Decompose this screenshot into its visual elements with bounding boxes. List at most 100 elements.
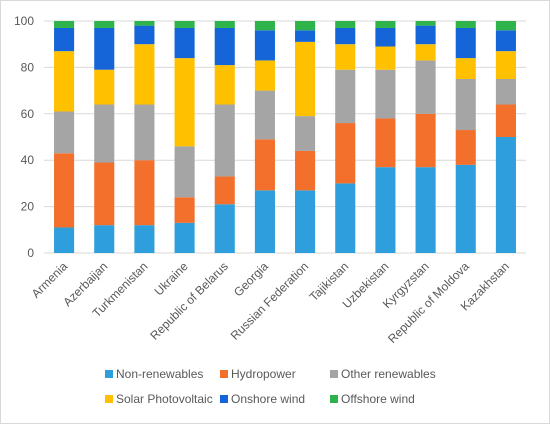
legend-label: Hydropower (231, 367, 296, 381)
bar-segment (295, 30, 316, 42)
bar-segment (94, 27, 115, 70)
bar-segment (254, 139, 275, 191)
bar-segment (134, 21, 155, 26)
bar-segment (54, 227, 75, 253)
bar-segment (415, 167, 436, 253)
bar-segment (174, 27, 195, 59)
bar-segment (94, 69, 115, 105)
y-tick-label: 80 (21, 60, 35, 74)
legend-label: Offshore wind (341, 392, 415, 406)
bar-segment (335, 183, 356, 253)
legend-swatch (220, 370, 228, 378)
bar-segment (295, 41, 316, 117)
bar-segment (254, 190, 275, 253)
bar-segment (375, 167, 396, 253)
bar-segment (455, 79, 476, 131)
bar-segment (54, 21, 75, 28)
bar-segment (295, 150, 316, 191)
legend-swatch (330, 370, 338, 378)
bar-segment (214, 204, 235, 253)
y-axis-ticks: 0 20 40 60 80 100 (14, 14, 34, 260)
bar-segment (375, 46, 396, 70)
bar-segment (495, 30, 516, 52)
bar-segment (214, 176, 235, 205)
y-tick-label: 20 (21, 200, 35, 214)
legend-label: Onshore wind (231, 392, 305, 406)
bar-segment (495, 21, 516, 31)
bar-segment (214, 27, 235, 66)
bar-segment (495, 51, 516, 79)
bar-segment (214, 104, 235, 177)
y-tick-label: 40 (21, 153, 35, 167)
y-tick-label: 100 (14, 14, 34, 28)
bar-segment (455, 164, 476, 253)
bar-segment (214, 65, 235, 105)
bar-segment (174, 58, 195, 147)
bar-segment (455, 21, 476, 28)
bar-segment (295, 190, 316, 253)
legend-swatch (330, 395, 338, 403)
bar-segment (375, 118, 396, 168)
bar-segment (254, 30, 275, 61)
bar-segment (455, 130, 476, 165)
bar-segment (134, 44, 155, 105)
gridlines (44, 20, 526, 254)
bar-segment (375, 21, 396, 28)
legend-swatch (105, 395, 113, 403)
bar-segment (134, 25, 155, 45)
legend-label: Other renewables (341, 367, 436, 381)
x-tick-label: Russian Federation (228, 259, 311, 342)
bar-segment (214, 21, 235, 28)
bar-segment (94, 225, 115, 253)
bar-segment (335, 123, 356, 184)
bar-segment (335, 21, 356, 28)
x-tick-label: Georgia (231, 259, 271, 299)
bar-segment (174, 197, 195, 223)
bar-segment (415, 113, 436, 168)
legend: Non-renewables Hydropower Other renewables… (105, 367, 436, 406)
bar-segment (335, 27, 356, 45)
bar-segment (134, 225, 155, 253)
legend-label: Non-renewables (116, 367, 203, 381)
bar-segment (54, 153, 75, 228)
bar-segment (455, 58, 476, 79)
legend-label: Solar Photovoltaic (116, 392, 213, 406)
bar-segment (415, 60, 436, 114)
legend-swatch (220, 395, 228, 403)
bar-segment (295, 21, 316, 31)
bar-segment (375, 27, 396, 47)
bar-segment (254, 90, 275, 140)
bar-segment (134, 104, 155, 161)
bar-segment (54, 111, 75, 154)
bar-segment (54, 51, 75, 112)
bar-segment (174, 222, 195, 253)
bar-segment (495, 79, 516, 105)
y-tick-label: 0 (27, 246, 34, 260)
bar-segment (94, 162, 115, 226)
bar-segment (375, 69, 396, 119)
bar-segment (415, 44, 436, 61)
bar-segment (415, 21, 436, 26)
bar-segment (495, 137, 516, 253)
bar-segment (134, 160, 155, 226)
bar-segment (295, 116, 316, 151)
bars (54, 21, 516, 253)
bar-segment (254, 60, 275, 91)
bar-segment (54, 27, 75, 52)
bar-segment (94, 21, 115, 28)
x-tick-label: Republic of Belarus (147, 259, 230, 342)
x-tick-label: Ukraine (152, 259, 191, 298)
bar-segment (254, 21, 275, 31)
bar-segment (335, 44, 356, 70)
bar-segment (174, 146, 195, 198)
legend-swatch (105, 370, 113, 378)
bar-segment (174, 21, 195, 28)
y-tick-label: 60 (21, 107, 35, 121)
bar-segment (335, 69, 356, 124)
bar-segment (455, 27, 476, 59)
bar-segment (495, 104, 516, 137)
bar-segment (415, 25, 436, 45)
bar-segment (94, 104, 115, 163)
